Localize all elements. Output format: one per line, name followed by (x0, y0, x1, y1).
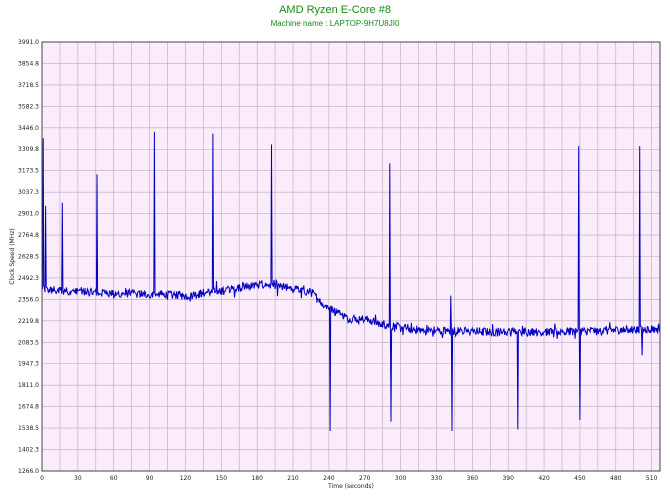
y-tick-label: 2083.5 (18, 339, 39, 346)
x-tick-label: 330 (431, 475, 443, 482)
x-tick-label: 450 (574, 475, 586, 482)
x-tick-label: 240 (323, 475, 335, 482)
y-tick-label: 2901.0 (18, 211, 39, 218)
y-tick-label: 1811.0 (18, 382, 39, 389)
x-tick-label: 120 (180, 475, 192, 482)
y-tick-label: 1674.8 (18, 404, 39, 411)
x-tick-label: 0 (40, 475, 44, 482)
y-tick-label: 1538.5 (18, 425, 39, 432)
x-axis-label: Time (seconds) (327, 483, 374, 490)
y-tick-label: 2628.5 (18, 254, 39, 261)
x-tick-label: 300 (395, 475, 407, 482)
y-tick-label: 3446.0 (18, 125, 39, 132)
y-tick-label: 3718.5 (18, 82, 39, 89)
x-tick-label: 180 (251, 475, 263, 482)
x-tick-label: 360 (467, 475, 479, 482)
y-tick-label: 2219.8 (18, 318, 39, 325)
x-tick-label: 390 (502, 475, 514, 482)
y-tick-label: 2492.3 (18, 275, 39, 282)
x-tick-label: 270 (359, 475, 371, 482)
chart-title: AMD Ryzen E-Core #8 (279, 4, 391, 16)
x-tick-label: 480 (610, 475, 622, 482)
plot-border (41, 41, 661, 472)
y-tick-label: 3173.5 (18, 168, 39, 175)
x-tick-label: 210 (287, 475, 299, 482)
y-tick-label: 1947.3 (18, 361, 39, 368)
y-tick-label: 3037.3 (18, 189, 39, 196)
y-tick-label: 3854.8 (18, 60, 39, 67)
x-tick-label: 90 (146, 475, 154, 482)
y-tick-label: 3309.8 (18, 146, 39, 153)
y-tick-label: 3582.3 (18, 103, 39, 110)
tick-labels: 1266.0 1402.3 1538.5 1674.8 1811.0 1947.3 2083… (18, 39, 658, 482)
y-tick-label: 2356.0 (18, 296, 39, 303)
y-tick-label: 1402.3 (18, 447, 39, 454)
y-tick-label: 3991.0 (18, 39, 39, 46)
x-tick-label: 420 (538, 475, 550, 482)
y-tick-label: 1266.0 (18, 468, 39, 475)
grid (42, 41, 660, 472)
x-tick-label: 150 (216, 475, 228, 482)
chart-subtitle: Machine name : LAPTOP-9H7U8JI0 (270, 19, 400, 28)
clock-speed-series-line (41, 131, 661, 432)
x-tick-label: 30 (74, 475, 82, 482)
x-tick-label: 510 (646, 475, 658, 482)
y-axis-label: Clock Speed (MHz) (9, 228, 16, 284)
x-tick-label: 60 (110, 475, 118, 482)
y-tick-label: 2764.8 (18, 232, 39, 239)
